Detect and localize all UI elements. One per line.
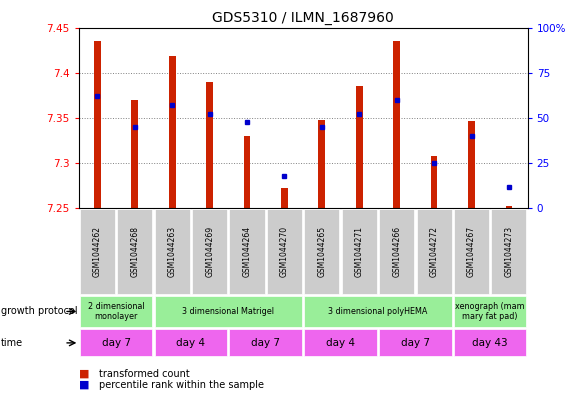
Bar — [304, 329, 377, 356]
Bar — [192, 209, 227, 294]
Bar — [505, 206, 512, 208]
Bar — [454, 329, 526, 356]
Bar — [342, 209, 377, 294]
Text: GSM1044267: GSM1044267 — [467, 226, 476, 277]
Text: GSM1044270: GSM1044270 — [280, 226, 289, 277]
Bar — [80, 209, 115, 294]
Bar — [454, 296, 526, 327]
Text: day 4: day 4 — [326, 338, 355, 348]
Text: ■: ■ — [79, 380, 89, 390]
Text: transformed count: transformed count — [99, 369, 190, 379]
Bar — [491, 209, 526, 294]
Bar — [154, 329, 227, 356]
Bar — [304, 296, 452, 327]
Bar — [379, 329, 452, 356]
Text: ■: ■ — [79, 369, 89, 379]
Bar — [169, 57, 175, 208]
Bar — [154, 209, 190, 294]
Bar — [281, 188, 288, 208]
Text: GSM1044271: GSM1044271 — [355, 226, 364, 277]
Text: GSM1044268: GSM1044268 — [131, 226, 139, 277]
Text: day 4: day 4 — [177, 338, 205, 348]
Text: GSM1044263: GSM1044263 — [168, 226, 177, 277]
Bar — [230, 209, 265, 294]
Bar — [80, 296, 152, 327]
Text: day 7: day 7 — [251, 338, 280, 348]
Bar — [154, 296, 302, 327]
Text: day 7: day 7 — [101, 338, 131, 348]
Text: percentile rank within the sample: percentile rank within the sample — [99, 380, 264, 390]
Bar — [304, 209, 339, 294]
Text: GSM1044269: GSM1044269 — [205, 226, 214, 277]
Bar — [230, 329, 302, 356]
Bar — [80, 329, 152, 356]
Bar — [454, 209, 489, 294]
Bar — [431, 156, 437, 208]
Text: growth protocol: growth protocol — [1, 307, 78, 316]
Text: GSM1044266: GSM1044266 — [392, 226, 401, 277]
Text: time: time — [1, 338, 23, 348]
Text: GSM1044273: GSM1044273 — [504, 226, 514, 277]
Bar — [356, 86, 363, 208]
Bar — [394, 41, 400, 208]
Text: xenograph (mam
mary fat pad): xenograph (mam mary fat pad) — [455, 302, 525, 321]
Text: 3 dimensional Matrigel: 3 dimensional Matrigel — [182, 307, 275, 316]
Bar — [94, 41, 101, 208]
Bar — [206, 82, 213, 208]
Bar — [318, 120, 325, 208]
Text: 3 dimensional polyHEMA: 3 dimensional polyHEMA — [328, 307, 428, 316]
Bar — [131, 100, 138, 208]
Text: GSM1044265: GSM1044265 — [317, 226, 326, 277]
Bar — [468, 121, 475, 208]
Text: GSM1044272: GSM1044272 — [430, 226, 438, 277]
Bar — [416, 209, 452, 294]
Title: GDS5310 / ILMN_1687960: GDS5310 / ILMN_1687960 — [212, 11, 394, 25]
Text: day 43: day 43 — [472, 338, 508, 348]
Text: day 7: day 7 — [401, 338, 430, 348]
Bar — [267, 209, 302, 294]
Bar — [244, 136, 251, 208]
Bar — [117, 209, 152, 294]
Bar — [379, 209, 415, 294]
Text: GSM1044262: GSM1044262 — [93, 226, 102, 277]
Text: GSM1044264: GSM1044264 — [243, 226, 251, 277]
Text: 2 dimensional
monolayer: 2 dimensional monolayer — [88, 302, 145, 321]
